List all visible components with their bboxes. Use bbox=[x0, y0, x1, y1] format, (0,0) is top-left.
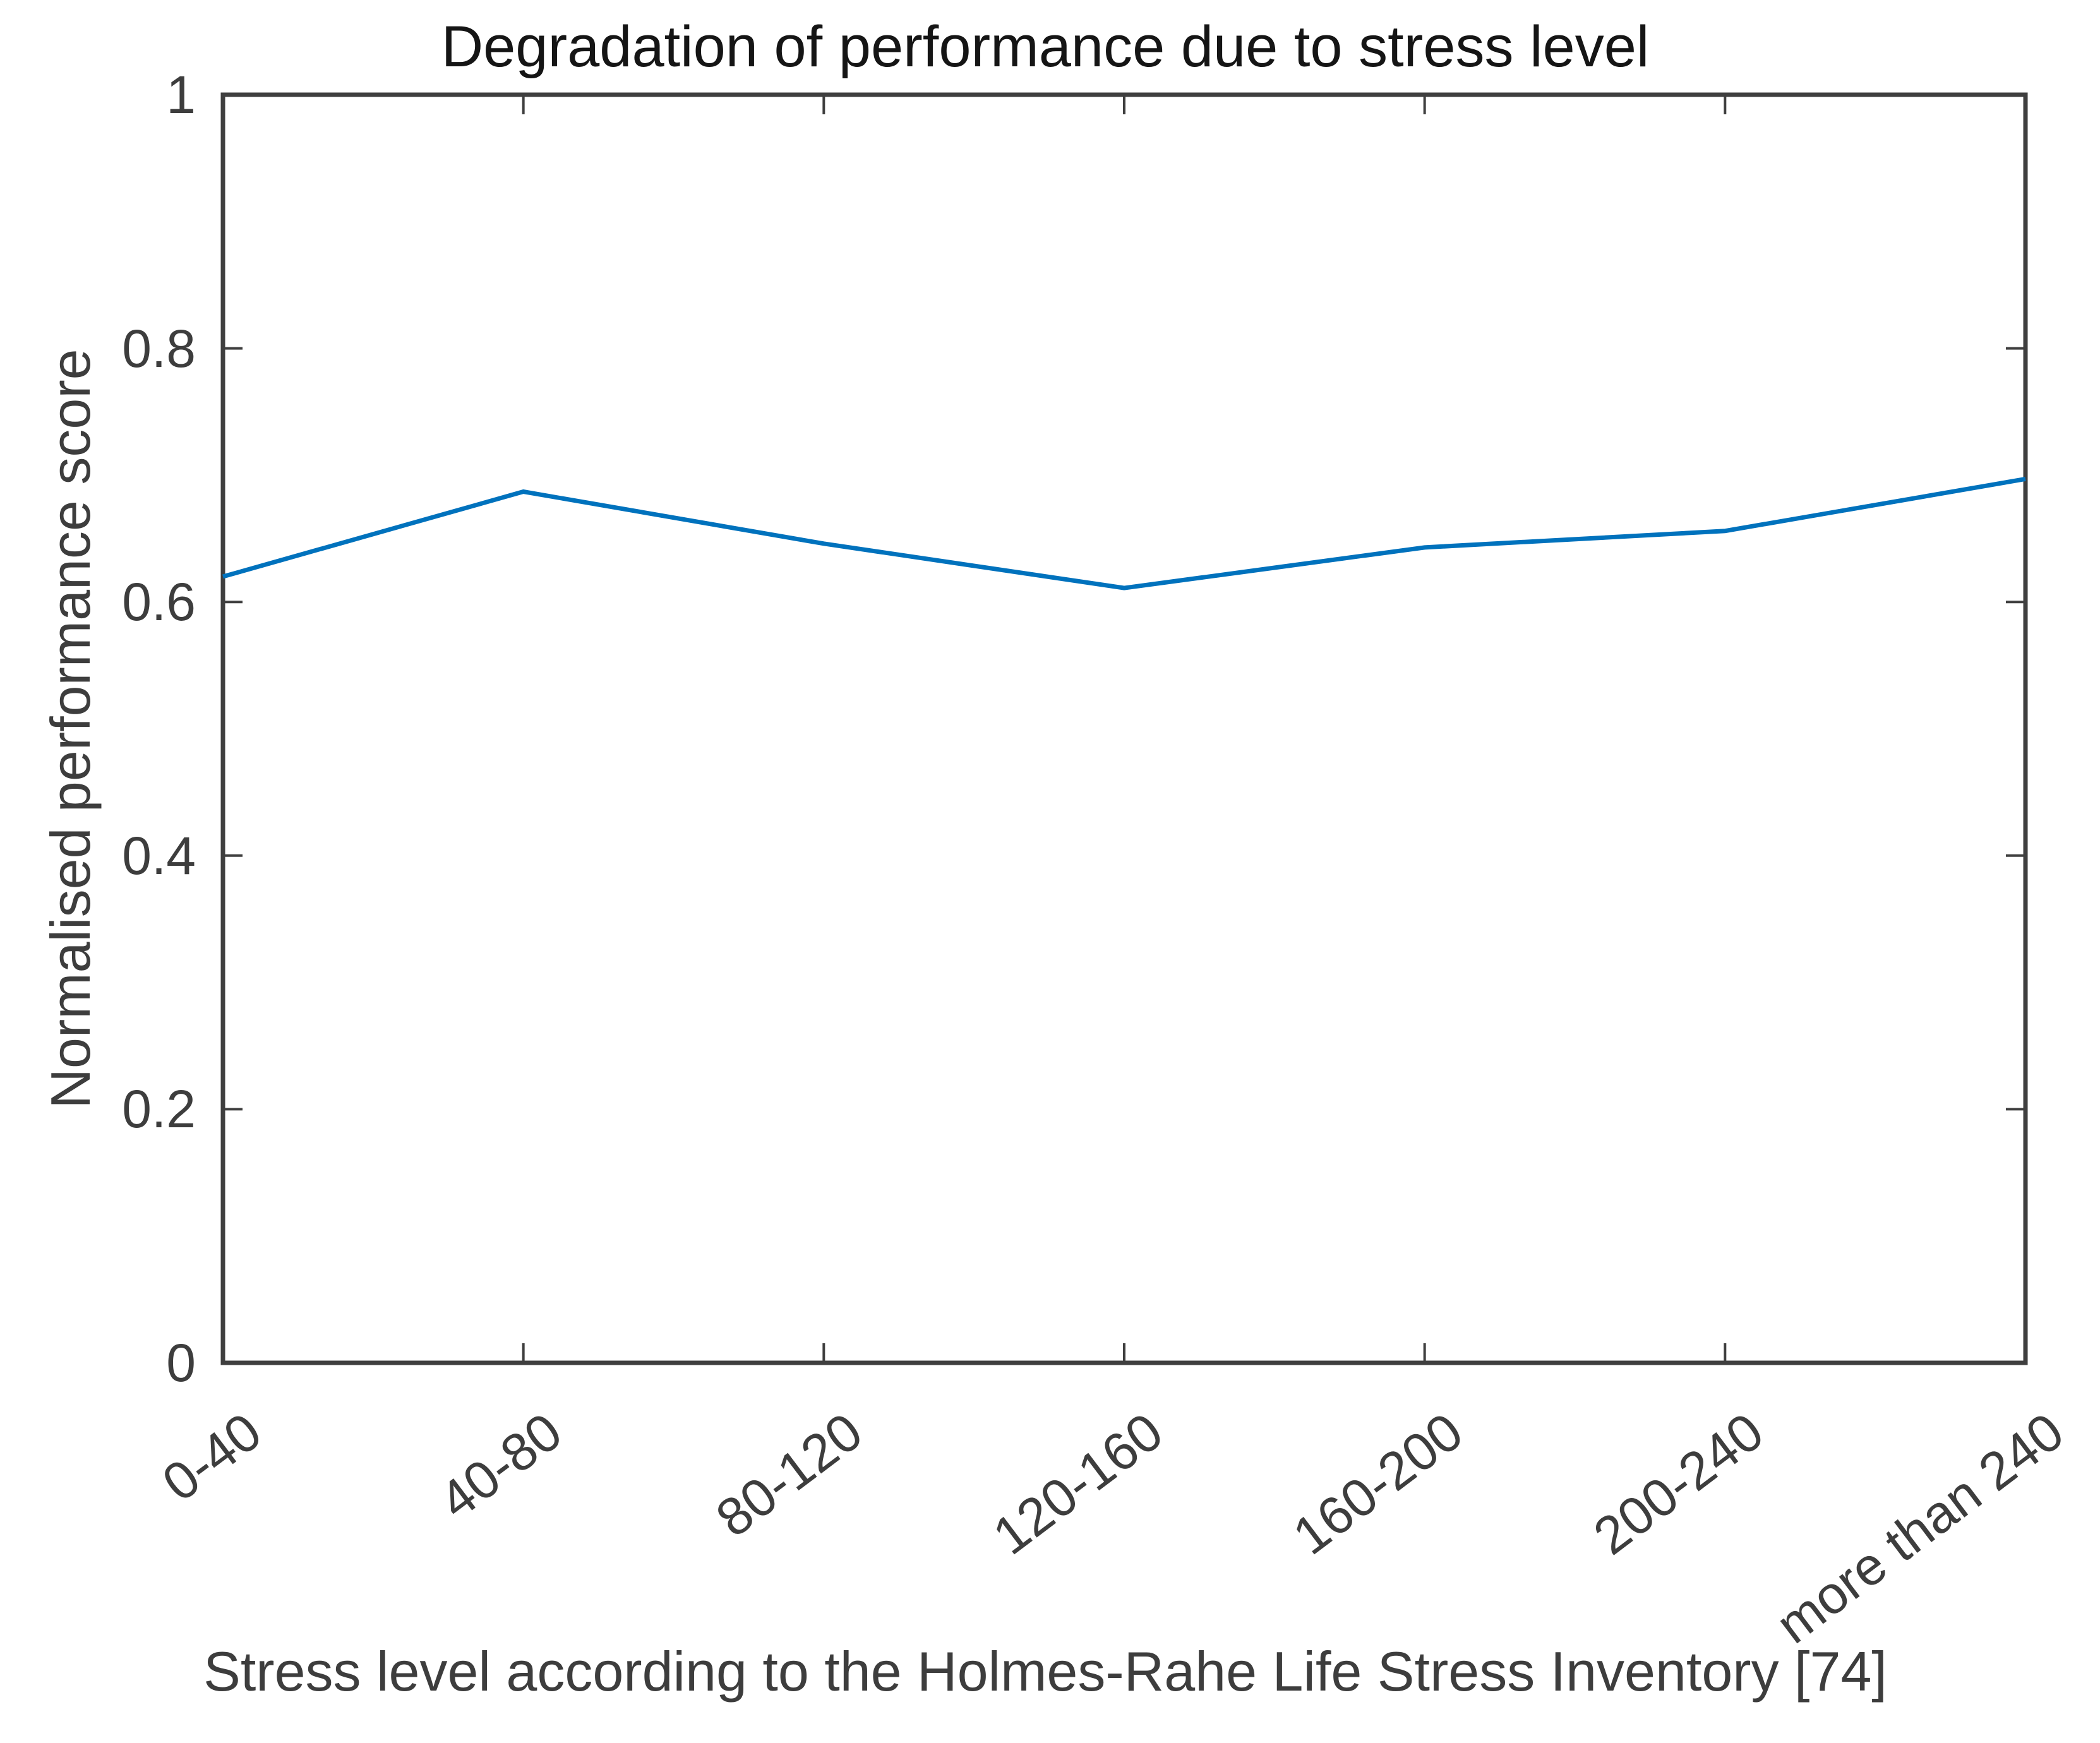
y-tick-label: 0.8 bbox=[122, 318, 196, 378]
y-tick-label: 1 bbox=[166, 65, 196, 124]
axes-box bbox=[220, 92, 2028, 1365]
y-tick-label: 0 bbox=[166, 1333, 196, 1393]
y-tick-label: 0.6 bbox=[122, 572, 196, 632]
x-axis-label: Stress level according to the Holmes-Rah… bbox=[203, 1640, 1887, 1703]
data-line bbox=[222, 476, 2026, 590]
y-tick-label: 0.4 bbox=[122, 825, 196, 885]
chart-title: Degradation of performance due to stress… bbox=[441, 15, 1650, 79]
y-tick-label: 0.2 bbox=[122, 1079, 196, 1139]
